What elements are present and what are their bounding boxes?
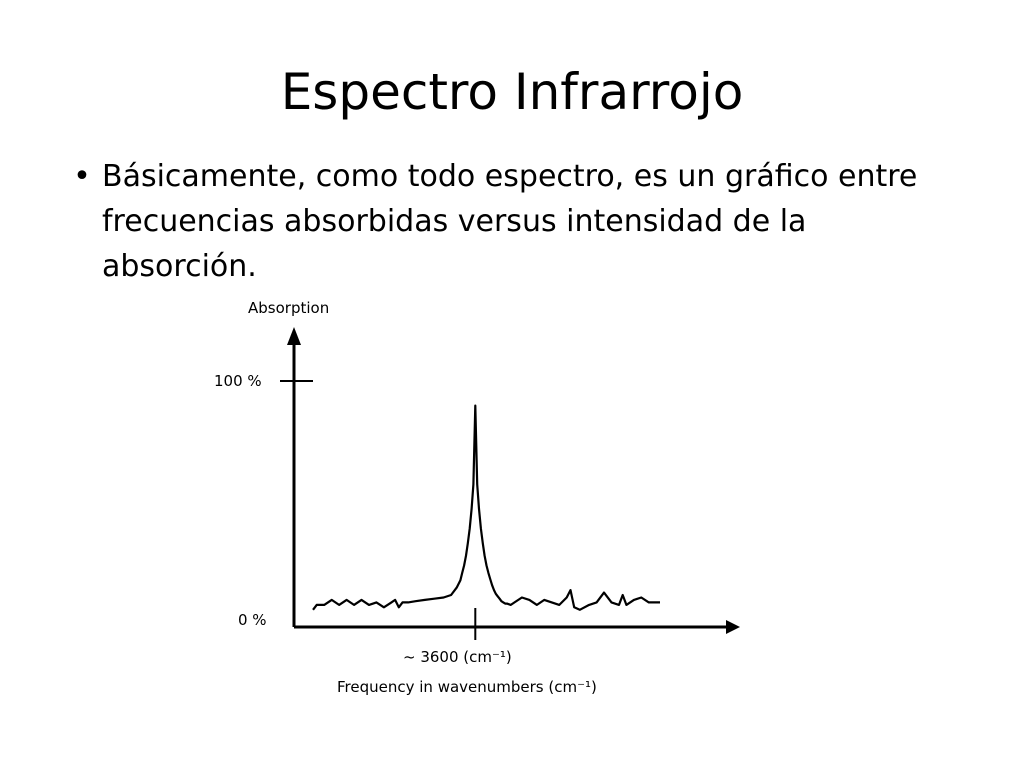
chart-axes [280, 327, 740, 640]
y-tick-label-100: 100 % [214, 372, 262, 390]
slide-title: Espectro Infrarrojo [280, 63, 744, 121]
y-axis-arrowhead [287, 327, 301, 345]
x-tick-label: ~ 3600 (cm⁻¹) [403, 648, 512, 666]
bullet-text: Básicamente, como todo espectro, es un g… [102, 159, 918, 284]
series-line-0 [312, 404, 660, 611]
y-tick-label-0: 0 % [238, 611, 267, 629]
y-axis-label: Absorption [248, 299, 329, 317]
chart-series-group [312, 404, 660, 611]
x-axis-arrowhead [726, 620, 740, 634]
x-axis-label: Frequency in wavenumbers (cm⁻¹) [337, 678, 597, 696]
bullet-marker: • [73, 159, 91, 194]
chart-labels: Absorption 100 % 0 % ~ 3600 (cm⁻¹) Frequ… [214, 299, 597, 696]
